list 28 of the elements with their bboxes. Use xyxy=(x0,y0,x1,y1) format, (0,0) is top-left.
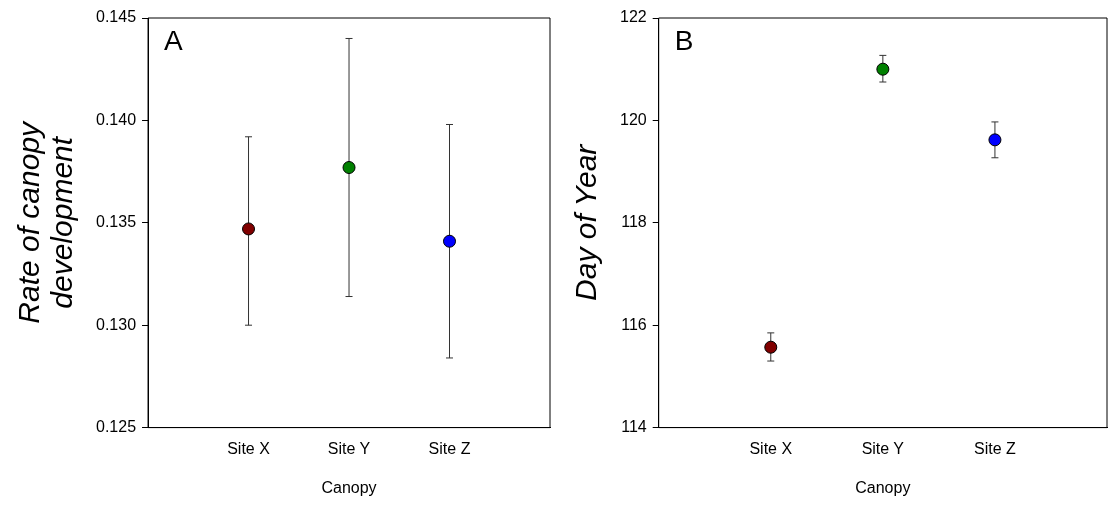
x-tick-label: Site Y xyxy=(327,439,371,457)
x-tick-label: Site X xyxy=(749,439,793,457)
point xyxy=(443,234,457,248)
y-axis-title: Rate of canopy development xyxy=(11,119,78,324)
x-tick-label: Site Z xyxy=(428,439,471,457)
y-tick-label: 114 xyxy=(621,418,647,436)
y-tick-label: 0.145 xyxy=(95,8,137,26)
y-tick-label: 0.135 xyxy=(95,213,137,231)
y-tick-label: 0.125 xyxy=(95,418,137,436)
x-axis-title: Canopy xyxy=(321,478,377,496)
x-axis-title: Canopy xyxy=(855,478,911,496)
point xyxy=(988,133,1002,147)
x-tick-label: Site X xyxy=(227,439,271,457)
point xyxy=(876,62,890,76)
x-tick-label: Site Y xyxy=(861,439,905,457)
y-tick-label: 120 xyxy=(619,110,647,128)
annotation: B xyxy=(674,24,694,56)
point xyxy=(342,161,356,174)
y-axis-title: Day of Year xyxy=(568,143,602,301)
x-tick-label: Site Z xyxy=(974,439,1017,457)
y-tick-label: 0.140 xyxy=(95,110,137,128)
y-tick-label: 118 xyxy=(621,213,647,231)
y-tick-label: 116 xyxy=(621,315,647,333)
y-tick-label: 122 xyxy=(619,8,647,26)
point xyxy=(242,222,256,236)
annotation: A xyxy=(164,24,184,56)
point xyxy=(764,340,778,354)
y-tick-label: 0.130 xyxy=(95,315,137,333)
